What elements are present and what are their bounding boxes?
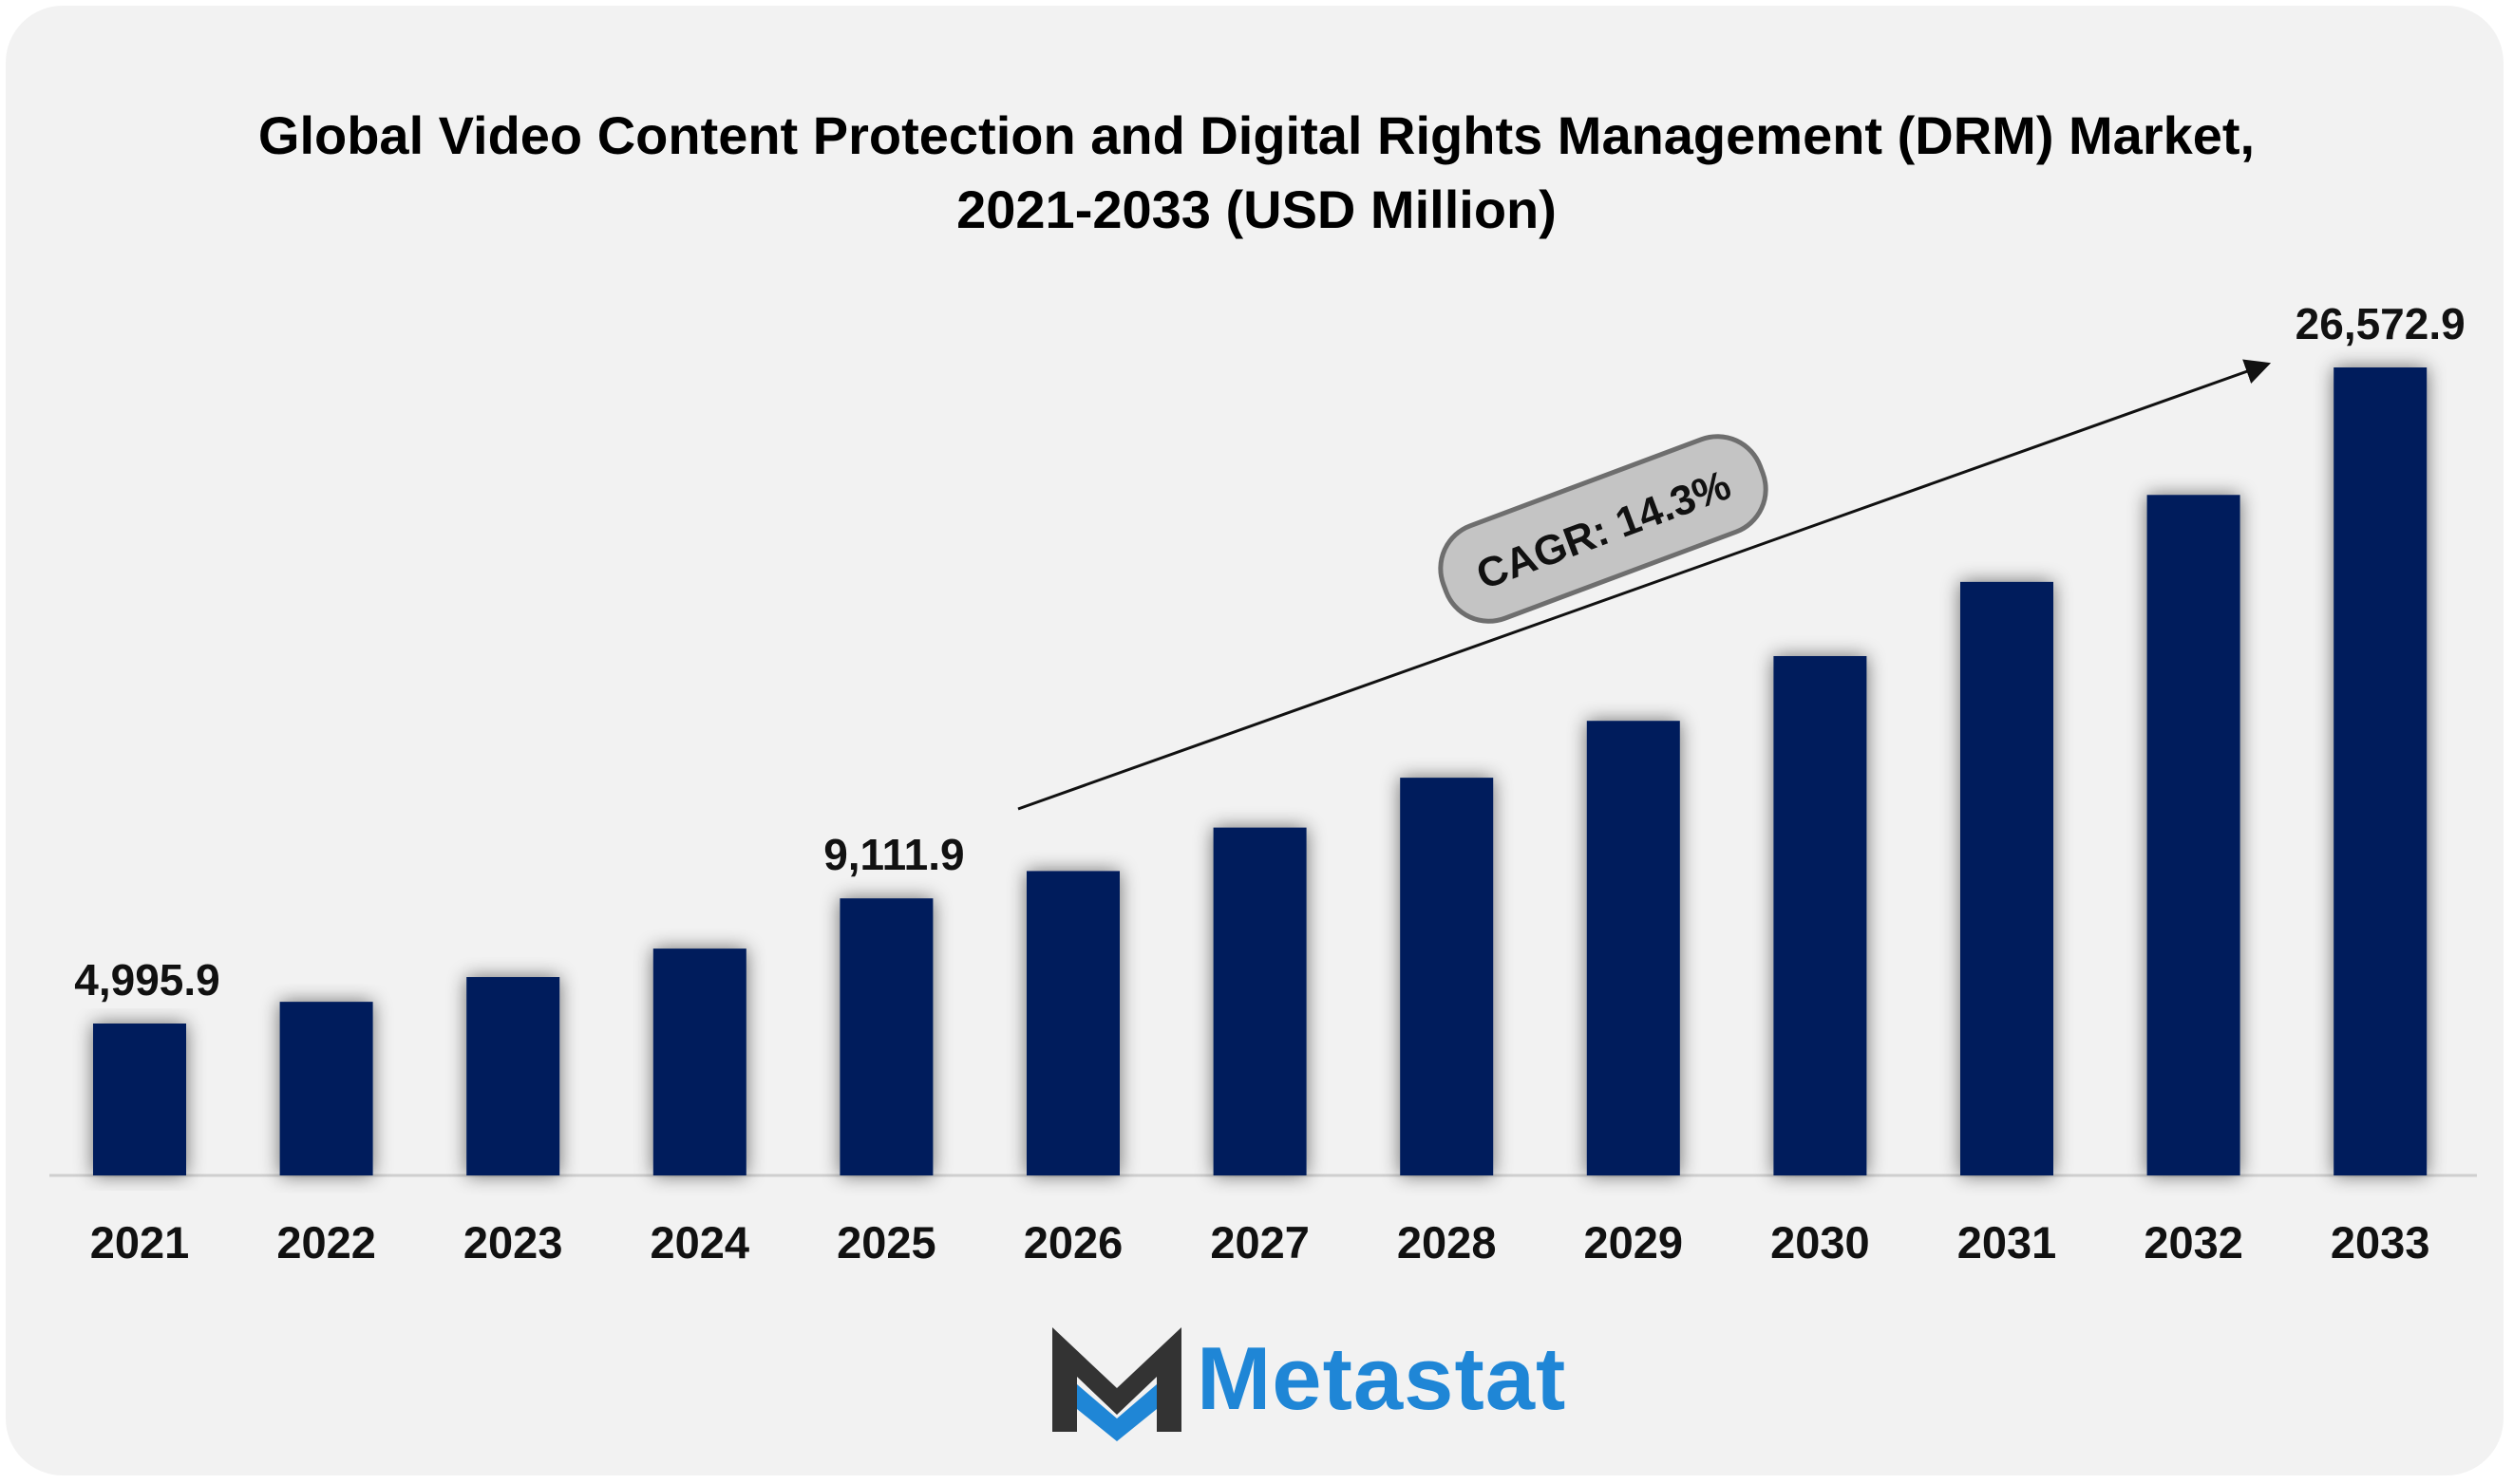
bar-2026: [1027, 871, 1120, 1175]
bar-2029: [1586, 721, 1680, 1175]
bar-series: [93, 367, 2428, 1175]
metastat-logo-icon: [1052, 1327, 1181, 1441]
x-tick-2026: 2026: [1024, 1217, 1124, 1268]
bar-2022: [279, 1002, 373, 1175]
bar-2027: [1213, 827, 1307, 1175]
bar-2028: [1400, 778, 1494, 1175]
x-tick-2030: 2030: [1770, 1217, 1870, 1268]
chart-title-line1: Global Video Content Protection and Digi…: [257, 105, 2256, 165]
x-tick-2025: 2025: [837, 1217, 936, 1268]
bar-2024: [652, 949, 746, 1175]
chart-title-line2: 2021-2033 (USD Million): [956, 179, 1557, 239]
brand-name: Metastat: [1197, 1328, 1567, 1428]
x-tick-2028: 2028: [1397, 1217, 1497, 1268]
bar-2023: [466, 977, 560, 1175]
x-tick-2029: 2029: [1584, 1217, 1684, 1268]
cagr-badge: CAGR: 14.3%: [1438, 434, 1768, 624]
x-tick-2022: 2022: [276, 1217, 376, 1268]
bar-2030: [1773, 656, 1867, 1175]
data-label-2033: 26,572.9: [2296, 299, 2466, 348]
x-tick-2032: 2032: [2144, 1217, 2243, 1268]
x-tick-2023: 2023: [463, 1217, 563, 1268]
bar-2033: [2334, 367, 2428, 1175]
x-tick-2024: 2024: [651, 1217, 750, 1268]
cagr-arrow: [1017, 359, 2272, 811]
x-tick-labels: 2021 2022 2023 2024 2025 2026 2027 2028 2029 2030…: [90, 1217, 2430, 1268]
bar-2025: [840, 898, 934, 1175]
chart-card: [6, 6, 2504, 1475]
data-labels: 4,995.9 9,111.9 26,572.9: [74, 299, 2465, 1005]
bar-2032: [2146, 495, 2240, 1175]
bar-2031: [1960, 581, 2053, 1175]
x-tick-2031: 2031: [1957, 1217, 2057, 1268]
x-tick-2033: 2033: [2331, 1217, 2430, 1268]
x-tick-2027: 2027: [1210, 1217, 1310, 1268]
data-label-2025: 9,111.9: [823, 830, 964, 879]
x-tick-2021: 2021: [90, 1217, 190, 1268]
data-label-2021: 4,995.9: [74, 955, 219, 1005]
bar-2021: [93, 1024, 186, 1175]
chart-title: Global Video Content Protection and Digi…: [0, 99, 2513, 247]
